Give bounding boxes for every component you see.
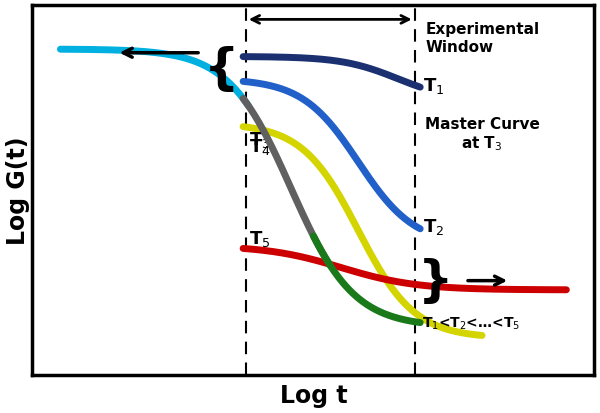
Text: }: }: [418, 257, 453, 305]
Text: T$_1$<T$_2$<…<T$_5$: T$_1$<T$_2$<…<T$_5$: [422, 315, 520, 331]
Y-axis label: Log G(t): Log G(t): [5, 136, 29, 244]
Text: T$_5$: T$_5$: [249, 228, 270, 248]
X-axis label: Log t: Log t: [280, 384, 347, 408]
Text: Experimental
Window: Experimental Window: [426, 22, 540, 55]
Text: Master Curve
at T$_3$: Master Curve at T$_3$: [425, 117, 539, 153]
Text: T$_1$: T$_1$: [423, 76, 445, 96]
Text: T$_4$: T$_4$: [249, 136, 271, 156]
Text: T$_2$: T$_2$: [423, 216, 444, 236]
Text: T$_3$: T$_3$: [249, 130, 270, 150]
Text: {: {: [203, 46, 239, 94]
